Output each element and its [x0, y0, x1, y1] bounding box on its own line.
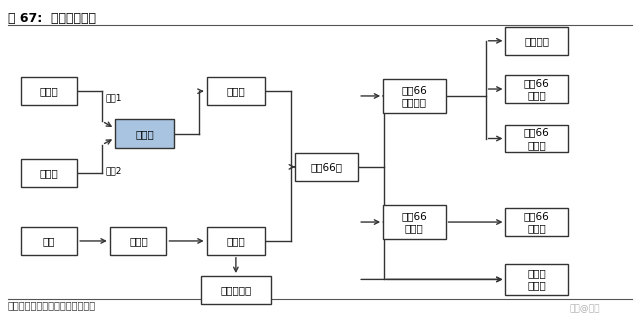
- FancyBboxPatch shape: [207, 227, 265, 255]
- Text: 路线1: 路线1: [105, 93, 122, 102]
- Text: 精苯: 精苯: [43, 236, 56, 246]
- Text: 丁二烯: 丁二烯: [40, 168, 58, 178]
- Text: 精品己二酸: 精品己二酸: [220, 285, 252, 295]
- Text: 头条@管墨: 头条@管墨: [570, 304, 600, 313]
- Text: 己二酸: 己二酸: [227, 236, 245, 246]
- FancyBboxPatch shape: [383, 205, 445, 239]
- FancyBboxPatch shape: [506, 208, 568, 236]
- FancyBboxPatch shape: [207, 77, 265, 105]
- FancyBboxPatch shape: [21, 227, 77, 255]
- FancyBboxPatch shape: [115, 119, 174, 148]
- FancyBboxPatch shape: [506, 27, 568, 55]
- Text: 短纤及
民用丝: 短纤及 民用丝: [527, 268, 546, 291]
- FancyBboxPatch shape: [110, 227, 166, 255]
- Text: 环己醇: 环己醇: [129, 236, 148, 246]
- Text: 工程塑料: 工程塑料: [524, 36, 549, 46]
- FancyBboxPatch shape: [506, 264, 568, 295]
- FancyBboxPatch shape: [506, 75, 568, 103]
- Text: 尼龙66盐: 尼龙66盐: [310, 162, 342, 172]
- Text: 尼龙66
帘子布: 尼龙66 帘子布: [524, 211, 550, 233]
- FancyBboxPatch shape: [21, 159, 77, 187]
- Text: 己二胺: 己二胺: [227, 86, 245, 96]
- Text: 己二腈: 己二腈: [136, 129, 154, 139]
- FancyBboxPatch shape: [201, 276, 271, 304]
- FancyBboxPatch shape: [506, 125, 568, 152]
- Text: 尼龙66
气囊丝: 尼龙66 气囊丝: [524, 78, 550, 100]
- FancyBboxPatch shape: [295, 153, 358, 181]
- Text: 尼龙66
树脂切片: 尼龙66 树脂切片: [401, 85, 427, 107]
- Text: 路线2: 路线2: [105, 167, 122, 176]
- Text: 丙烯腈: 丙烯腈: [40, 86, 58, 96]
- Text: 图 67:  己二腈产业链: 图 67: 己二腈产业链: [8, 12, 96, 25]
- Text: 数据来源：华经情报网，东北证券: 数据来源：华经情报网，东北证券: [8, 301, 96, 311]
- FancyBboxPatch shape: [383, 79, 445, 113]
- Text: 尼龙66
地毯丝: 尼龙66 地毯丝: [524, 127, 550, 150]
- FancyBboxPatch shape: [21, 77, 77, 105]
- Text: 尼龙66
工业丝: 尼龙66 工业丝: [401, 211, 427, 233]
